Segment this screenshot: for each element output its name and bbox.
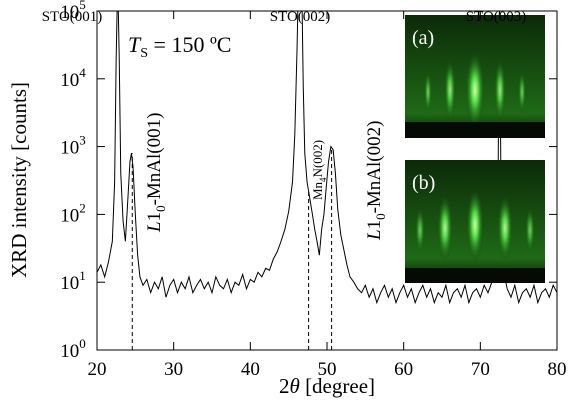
plot-area bbox=[97, 11, 557, 350]
chart-title: TS = 150 ºC bbox=[128, 32, 231, 61]
x-axis-label: 2θ [degree] bbox=[279, 374, 375, 398]
inset-b: (b) bbox=[405, 160, 545, 283]
peak-label: STO(003) bbox=[466, 9, 527, 25]
x-tick-label: 50 bbox=[318, 359, 337, 380]
y-tick-label: 104 bbox=[60, 65, 86, 91]
peak-label: STO(002) bbox=[270, 9, 331, 25]
x-tick-label: 80 bbox=[548, 359, 567, 380]
y-tick-label: 105 bbox=[60, 0, 86, 23]
insets: (a) (b) bbox=[405, 15, 545, 283]
y-axis-label: XRD intensity [counts] bbox=[7, 82, 31, 278]
annotation: L10-MnAl(001) bbox=[144, 113, 168, 233]
y-tick-base: 10 bbox=[60, 2, 79, 23]
x-tick-label: 70 bbox=[471, 359, 490, 380]
x-tick-label: 30 bbox=[164, 359, 183, 380]
y-tick-label: 102 bbox=[60, 200, 86, 226]
data-line bbox=[97, 11, 557, 305]
y-tick-exponent: 3 bbox=[79, 133, 86, 148]
y-tick-base: 10 bbox=[60, 205, 79, 226]
y-tick-label: 101 bbox=[60, 268, 86, 294]
y-tick-exponent: 2 bbox=[79, 200, 86, 215]
y-tick-base: 10 bbox=[60, 273, 79, 294]
y-tick-exponent: 0 bbox=[79, 336, 86, 351]
y-tick-base: 10 bbox=[60, 138, 79, 159]
x-tick-label: 40 bbox=[241, 359, 260, 380]
y-tick-label: 103 bbox=[60, 133, 86, 159]
x-tick-label: 20 bbox=[88, 359, 107, 380]
y-tick-exponent: 4 bbox=[79, 65, 86, 80]
peak-label: STO(001) bbox=[42, 9, 103, 25]
x-tick-label: 60 bbox=[394, 359, 413, 380]
inset-label: (a) bbox=[412, 27, 434, 49]
y-tick-label: 100 bbox=[60, 336, 86, 362]
y-tick-base: 10 bbox=[60, 70, 79, 91]
annotation: L10-MnAl(002) bbox=[364, 121, 388, 241]
annotation: Mn4N(002) bbox=[310, 140, 328, 200]
y-tick-exponent: 5 bbox=[79, 0, 86, 12]
inset-a: (a) bbox=[405, 15, 545, 138]
inset-label: (b) bbox=[412, 172, 435, 194]
y-tick-exponent: 1 bbox=[79, 268, 86, 283]
y-tick-base: 10 bbox=[60, 341, 79, 362]
